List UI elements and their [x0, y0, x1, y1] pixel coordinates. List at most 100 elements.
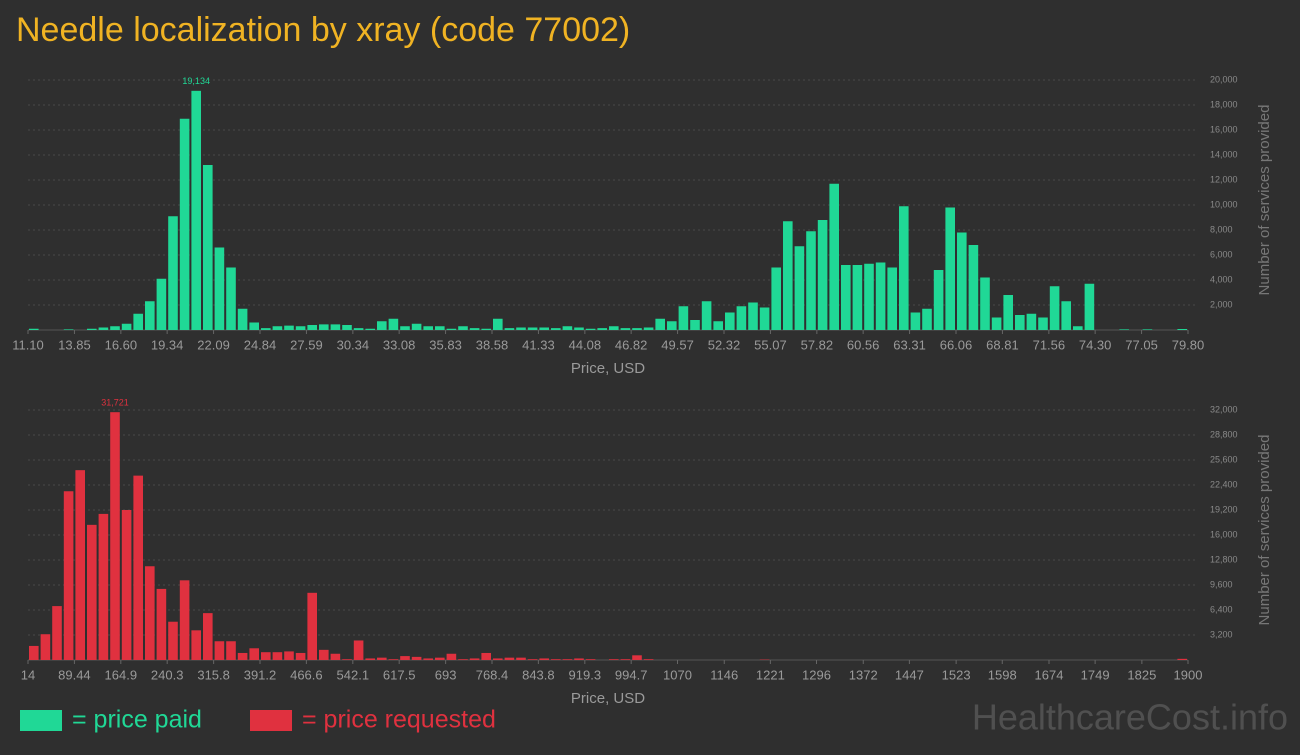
- bar: [609, 659, 619, 660]
- x-tick-label: 68.81: [986, 337, 1019, 352]
- bar: [516, 328, 526, 331]
- x-tick-label: 693: [435, 667, 457, 682]
- bar: [191, 630, 201, 660]
- bar: [389, 659, 399, 660]
- bar: [679, 306, 689, 330]
- bar: [435, 658, 445, 660]
- bar: [377, 658, 387, 660]
- x-tick-label: 27.59: [290, 337, 323, 352]
- y-tick-label: 32,000: [1210, 404, 1238, 414]
- bar: [168, 216, 178, 330]
- y-tick-label: 2,000: [1210, 299, 1233, 309]
- bar: [180, 580, 190, 660]
- bar: [238, 309, 248, 330]
- bar: [458, 326, 468, 330]
- bar: [505, 328, 515, 330]
- y-tick-label: 4,000: [1210, 274, 1233, 284]
- bar: [122, 510, 132, 660]
- bar: [157, 589, 167, 660]
- bar: [586, 659, 596, 660]
- bar: [168, 622, 178, 660]
- x-tick-label: 919.3: [569, 667, 602, 682]
- x-tick-label: 1523: [942, 667, 971, 682]
- bar: [1061, 301, 1071, 330]
- bar: [818, 220, 828, 330]
- bar: [261, 328, 271, 330]
- bar: [331, 654, 341, 660]
- x-tick-label: 44.08: [569, 337, 602, 352]
- bar: [458, 659, 468, 660]
- bar: [934, 270, 944, 330]
- x-tick-label: 617.5: [383, 667, 416, 682]
- bar: [133, 314, 143, 330]
- x-tick-label: 843.8: [522, 667, 555, 682]
- bar: [644, 328, 654, 331]
- bar: [493, 319, 503, 330]
- bar: [110, 412, 120, 660]
- bar: [748, 303, 758, 331]
- y-tick-label: 16,000: [1210, 124, 1238, 134]
- bar: [377, 321, 387, 330]
- y-tick-label: 25,600: [1210, 454, 1238, 464]
- bar: [783, 221, 793, 330]
- x-tick-label: 1146: [710, 667, 738, 682]
- x-tick-label: 33.08: [383, 337, 416, 352]
- bar: [621, 659, 631, 660]
- bar: [87, 525, 97, 660]
- bar: [307, 325, 317, 330]
- chart-title: Needle localization by xray (code 77002): [16, 11, 630, 49]
- bar: [1085, 284, 1095, 330]
- bar: [354, 328, 364, 330]
- bar: [760, 308, 770, 331]
- bar: [493, 658, 503, 660]
- bar: [528, 659, 538, 660]
- bar: [563, 659, 573, 660]
- bar: [41, 634, 51, 660]
- bar: [806, 231, 816, 330]
- bar: [110, 326, 120, 330]
- bar: [737, 306, 747, 330]
- bar: [632, 655, 642, 660]
- bar: [226, 268, 236, 331]
- bar: [702, 301, 712, 330]
- bar: [1003, 295, 1013, 330]
- x-tick-label: 1749: [1081, 667, 1110, 682]
- bar: [238, 653, 248, 660]
- bar: [690, 320, 700, 330]
- bar: [447, 329, 457, 330]
- x-tick-label: 14: [21, 667, 35, 682]
- bar: [551, 659, 561, 660]
- bar: [911, 313, 921, 331]
- bar: [354, 640, 364, 660]
- bar: [876, 263, 886, 331]
- bar: [64, 491, 74, 660]
- bar: [307, 593, 317, 660]
- y-tick-label: 20,000: [1210, 74, 1238, 84]
- bar: [342, 659, 352, 660]
- bar: [423, 326, 433, 330]
- bar: [795, 246, 805, 330]
- bar: [922, 309, 932, 330]
- x-tick-label: 35.83: [429, 337, 462, 352]
- bar: [319, 650, 329, 660]
- bar: [389, 319, 399, 330]
- x-tick-label: 79.80: [1172, 337, 1205, 352]
- bar: [539, 328, 549, 331]
- x-tick-label: 768.4: [476, 667, 509, 682]
- value-label: 19,134: [182, 76, 210, 86]
- bar: [505, 658, 515, 660]
- x-tick-label: 13.85: [58, 337, 91, 352]
- x-tick-label: 77.05: [1125, 337, 1158, 352]
- legend-label: = price requested: [302, 706, 496, 734]
- y-tick-label: 8,000: [1210, 224, 1233, 234]
- x-tick-label: 57.82: [801, 337, 834, 352]
- bar: [528, 328, 538, 331]
- x-tick-label: 71.56: [1033, 337, 1066, 352]
- x-tick-label: 38.58: [476, 337, 509, 352]
- bar: [597, 328, 607, 330]
- bar: [1177, 659, 1187, 660]
- bar: [75, 470, 85, 660]
- x-tick-label: 542.1: [337, 667, 370, 682]
- bar: [551, 328, 561, 330]
